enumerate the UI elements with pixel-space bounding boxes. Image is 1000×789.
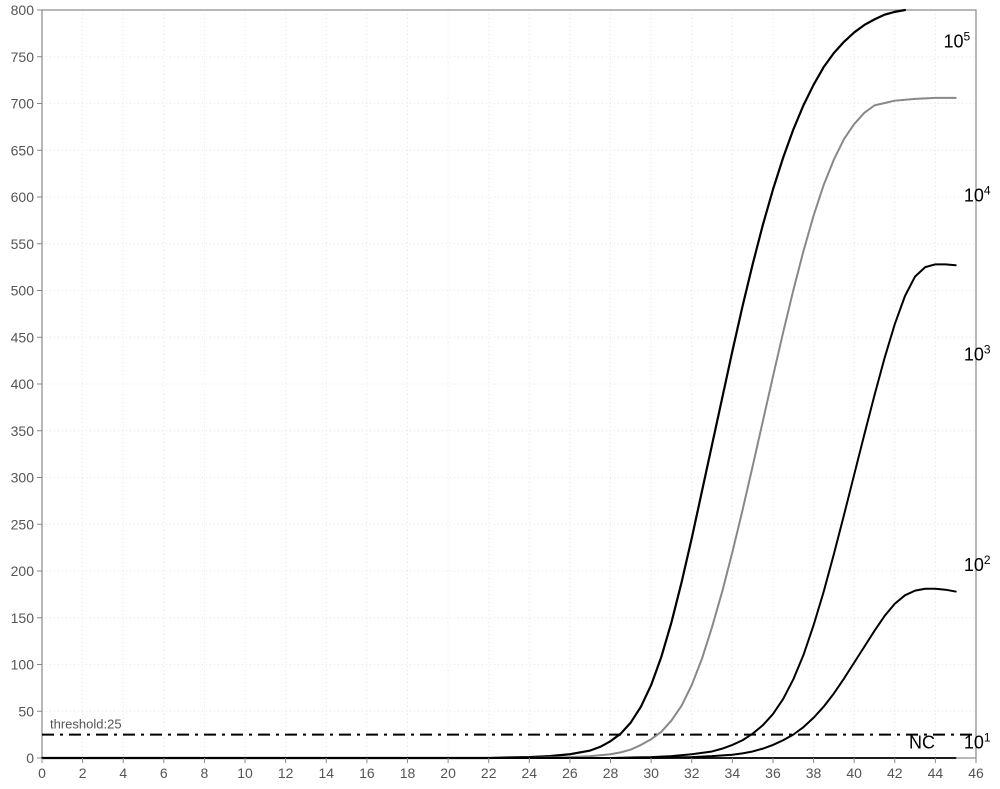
x-tick-label: 20 <box>440 765 456 781</box>
series-label-sNC: NC <box>909 733 935 753</box>
y-tick-label: 300 <box>11 470 35 486</box>
x-tick-label: 32 <box>684 765 700 781</box>
x-tick-label: 30 <box>643 765 659 781</box>
x-tick-label: 42 <box>887 765 903 781</box>
x-tick-label: 6 <box>160 765 168 781</box>
x-tick-label: 18 <box>400 765 416 781</box>
y-tick-label: 550 <box>11 236 35 252</box>
x-tick-label: 14 <box>318 765 334 781</box>
x-tick-label: 12 <box>278 765 294 781</box>
y-tick-label: 500 <box>11 283 35 299</box>
y-tick-label: 0 <box>26 750 34 766</box>
y-tick-label: 350 <box>11 423 35 439</box>
x-tick-label: 36 <box>765 765 781 781</box>
y-tick-label: 750 <box>11 49 35 65</box>
threshold-label: threshold:25 <box>50 717 122 732</box>
x-tick-label: 4 <box>119 765 127 781</box>
x-tick-label: 34 <box>725 765 741 781</box>
x-tick-label: 2 <box>79 765 87 781</box>
x-tick-label: 22 <box>481 765 497 781</box>
x-tick-label: 24 <box>522 765 538 781</box>
y-tick-label: 400 <box>11 376 35 392</box>
y-tick-label: 150 <box>11 610 35 626</box>
y-tick-label: 600 <box>11 189 35 205</box>
chart-svg: threshold:25105104103102101NC02468101214… <box>0 0 1000 789</box>
x-tick-label: 0 <box>38 765 46 781</box>
x-tick-label: 38 <box>806 765 822 781</box>
y-tick-label: 800 <box>11 2 35 18</box>
x-tick-label: 10 <box>237 765 253 781</box>
y-tick-label: 450 <box>11 329 35 345</box>
x-tick-label: 44 <box>928 765 944 781</box>
amplification-chart: threshold:25105104103102101NC02468101214… <box>0 0 1000 789</box>
x-tick-label: 16 <box>359 765 375 781</box>
x-tick-label: 26 <box>562 765 578 781</box>
y-tick-label: 700 <box>11 96 35 112</box>
y-tick-label: 50 <box>18 703 34 719</box>
y-tick-label: 200 <box>11 563 35 579</box>
x-tick-label: 46 <box>968 765 984 781</box>
x-tick-label: 28 <box>603 765 619 781</box>
y-tick-label: 100 <box>11 657 35 673</box>
y-tick-label: 650 <box>11 142 35 158</box>
x-tick-label: 8 <box>201 765 209 781</box>
y-tick-label: 250 <box>11 516 35 532</box>
x-tick-label: 40 <box>846 765 862 781</box>
